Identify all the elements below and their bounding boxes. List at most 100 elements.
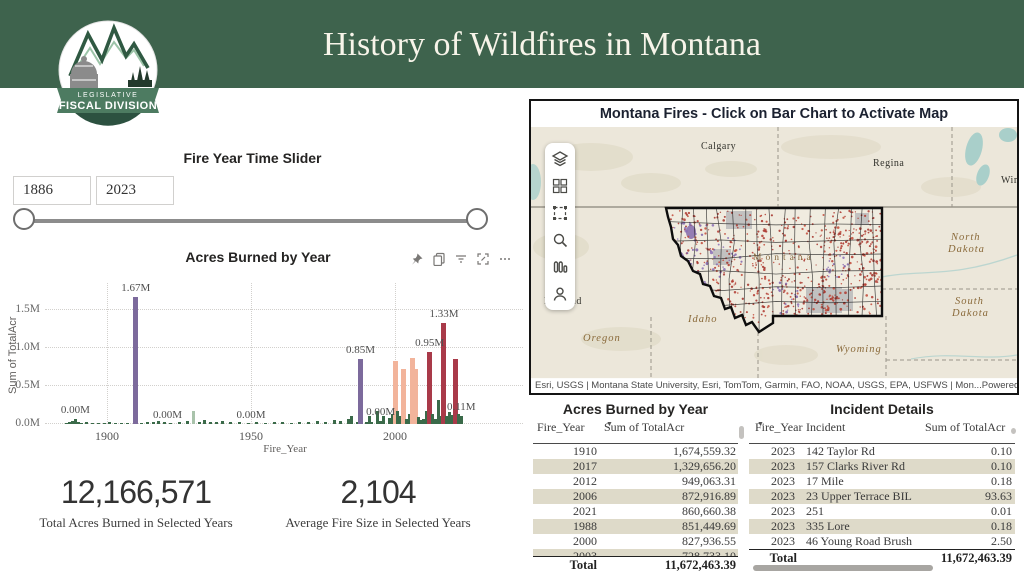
bar-1888[interactable] xyxy=(70,421,74,424)
bar-2007[interactable] xyxy=(412,369,418,424)
pin-icon[interactable] xyxy=(410,252,424,266)
acres-table-scrollbar[interactable] xyxy=(739,426,744,439)
bar-1932[interactable] xyxy=(197,421,201,424)
bar-1922[interactable] xyxy=(168,422,172,424)
bar-1979[interactable] xyxy=(333,420,337,424)
bar-1976[interactable] xyxy=(324,422,328,424)
bar-2012[interactable] xyxy=(427,351,433,424)
bar-1995[interactable] xyxy=(379,420,383,424)
bar-2022[interactable] xyxy=(456,414,460,424)
table-row[interactable]: 2023 335 Lore 0.18 xyxy=(749,519,1015,534)
table-row[interactable]: 2023 46 Young Road Brush 2.50 xyxy=(749,534,1015,549)
extent-icon[interactable] xyxy=(551,204,569,222)
table-row[interactable]: 2006 872,916.89 xyxy=(533,489,738,504)
bar-1964[interactable] xyxy=(289,422,293,424)
bar-2019[interactable] xyxy=(448,411,452,424)
bar-1912[interactable] xyxy=(140,422,144,424)
bar-1907[interactable] xyxy=(125,423,129,424)
bar-1918[interactable] xyxy=(157,420,161,424)
bar-2000[interactable] xyxy=(392,360,398,424)
bar-1925[interactable] xyxy=(177,421,181,424)
search-icon[interactable] xyxy=(551,231,569,249)
more-options-icon[interactable] xyxy=(498,252,512,266)
table-row[interactable]: 2023 23 Upper Terrace BIL 93.63 xyxy=(749,489,1015,504)
bar-2009[interactable] xyxy=(419,420,423,424)
bar-2005[interactable] xyxy=(407,414,411,424)
bar-2011[interactable] xyxy=(425,411,429,424)
table-row[interactable]: 2023 251 0.01 xyxy=(749,504,1015,519)
bar-1998[interactable] xyxy=(387,417,391,424)
table-row[interactable]: 2023 142 Taylor Rd 0.10 xyxy=(749,444,1015,459)
bar-1920[interactable] xyxy=(163,422,167,424)
basemap-gallery-icon[interactable] xyxy=(551,177,569,195)
bar-2020[interactable] xyxy=(451,414,455,424)
bar-2021[interactable] xyxy=(453,358,458,424)
incidents-horizontal-scrollbar[interactable] xyxy=(753,565,933,571)
bar-2014[interactable] xyxy=(433,418,437,424)
bar-1958[interactable] xyxy=(272,422,276,424)
bar-1988[interactable] xyxy=(357,359,363,424)
bar-2023[interactable] xyxy=(459,415,463,424)
column-header[interactable]: Fire_Year xyxy=(537,420,585,434)
bar-1952[interactable] xyxy=(255,422,259,424)
bar-1943[interactable] xyxy=(229,422,233,424)
column-header[interactable]: Sum of TotalAcr xyxy=(925,420,1006,434)
bar-2001[interactable] xyxy=(396,411,400,424)
bar-2002[interactable] xyxy=(399,416,403,424)
table-row[interactable]: 2021 860,660.38 xyxy=(533,504,738,519)
slider-handle-min[interactable] xyxy=(13,208,35,230)
bar-1928[interactable] xyxy=(186,420,190,424)
account-icon[interactable] xyxy=(551,285,569,303)
bar-1981[interactable] xyxy=(338,420,342,424)
bar-1994[interactable] xyxy=(376,411,380,424)
table-row[interactable]: 1988 851,449.69 xyxy=(533,519,738,534)
bar-1984[interactable] xyxy=(347,418,351,424)
table-row[interactable]: 2023 17 Mile 0.18 xyxy=(749,474,1015,489)
sort-arrow-icon[interactable]: ▼ xyxy=(757,420,764,428)
time-slider-track[interactable] xyxy=(24,219,477,223)
table-row[interactable]: 1910 1,674,559.32 xyxy=(533,444,738,459)
bar-1999[interactable] xyxy=(390,414,394,424)
bar-2018[interactable] xyxy=(445,416,449,424)
bar-1985[interactable] xyxy=(350,416,354,424)
bar-1899[interactable] xyxy=(102,423,106,424)
bar-1961[interactable] xyxy=(281,422,285,424)
slider-handle-max[interactable] xyxy=(466,208,488,230)
bar-1973[interactable] xyxy=(315,421,319,424)
bar-1893[interactable] xyxy=(85,422,89,424)
table-row[interactable]: 2023 157 Clarks River Rd 0.10 xyxy=(749,459,1015,474)
bar-1967[interactable] xyxy=(298,422,302,424)
bar-1990[interactable] xyxy=(364,422,368,424)
bar-2015[interactable] xyxy=(436,400,440,424)
bar-1914[interactable] xyxy=(145,421,149,424)
table-row[interactable]: 2012 949,063.31 xyxy=(533,474,738,489)
start-year-input[interactable] xyxy=(13,176,91,205)
focus-mode-icon[interactable] xyxy=(476,252,490,266)
montana-fires-map[interactable]: CalgaryReginaWinnPortlandOregonIdahoWyom… xyxy=(531,127,1017,379)
bar-2008[interactable] xyxy=(416,417,420,424)
bar-1970[interactable] xyxy=(307,422,311,424)
table-row[interactable]: 2003 728,733.10 xyxy=(533,549,738,556)
bar-2013[interactable] xyxy=(430,414,434,424)
end-year-input[interactable] xyxy=(96,176,174,205)
bar-2016[interactable] xyxy=(439,415,443,424)
bar-1946[interactable] xyxy=(238,422,241,424)
bar-1886[interactable] xyxy=(65,423,69,424)
bar-1901[interactable] xyxy=(108,422,112,424)
legend-chart-icon[interactable] xyxy=(551,258,569,276)
bar-1903[interactable] xyxy=(114,423,118,424)
bar-1889[interactable] xyxy=(73,418,77,424)
bar-2006[interactable] xyxy=(409,357,415,424)
bar-2010[interactable] xyxy=(422,419,426,424)
bar-1949[interactable] xyxy=(246,422,250,424)
table-row[interactable]: 2000 827,936.55 xyxy=(533,534,738,549)
column-header[interactable]: Fire_Year xyxy=(755,420,803,434)
bar-1890[interactable] xyxy=(76,422,80,424)
bar-1940[interactable] xyxy=(220,420,224,424)
bar-1897[interactable] xyxy=(96,422,100,424)
bar-1891[interactable] xyxy=(79,423,83,424)
bar-1916[interactable] xyxy=(151,422,155,424)
column-header[interactable]: Sum of TotalAcr xyxy=(604,420,685,434)
bar-1991[interactable] xyxy=(367,416,371,424)
bar-1992[interactable] xyxy=(370,421,374,424)
